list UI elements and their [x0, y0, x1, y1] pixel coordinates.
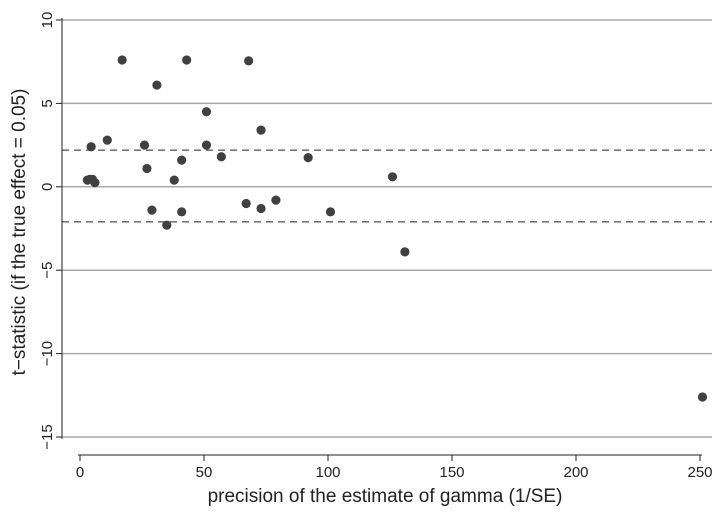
y-axis-title: t−statistic (if the true effect = 0.05) [9, 89, 30, 376]
data-point [147, 205, 157, 215]
data-point [117, 55, 127, 65]
data-point [201, 107, 212, 117]
data-point [303, 153, 313, 163]
data-point [182, 55, 192, 65]
x-tick-label: 200 [563, 464, 588, 481]
data-point [90, 178, 100, 188]
x-tick-label: 100 [315, 464, 340, 481]
data-point [201, 140, 212, 150]
axes [56, 18, 702, 461]
data-point [400, 247, 410, 257]
data-point [177, 155, 187, 165]
data-point [142, 163, 152, 174]
data-point [86, 142, 96, 152]
data-point [325, 207, 336, 217]
y-tick-label: 10 [39, 12, 56, 29]
data-point [152, 80, 162, 90]
x-axis-title: precision of the estimate of gamma (1/SE… [208, 486, 563, 507]
data-point [216, 152, 226, 162]
y-tick-label: 5 [39, 99, 56, 107]
y-tick-label: −5 [39, 262, 56, 279]
data-point [177, 207, 187, 217]
data-point [162, 220, 172, 230]
data-points [82, 55, 708, 402]
data-point [102, 135, 112, 145]
x-tick-label: 0 [76, 464, 84, 481]
x-tick-label: 150 [439, 464, 464, 481]
data-point [256, 125, 266, 135]
data-point [271, 195, 281, 205]
reference-lines [62, 149, 712, 223]
data-point [256, 203, 266, 214]
data-point [241, 198, 251, 209]
data-point [139, 140, 150, 150]
y-tick-label: 0 [39, 183, 56, 191]
data-point [387, 172, 398, 182]
y-tick-label: −10 [39, 341, 56, 366]
data-point [169, 175, 179, 185]
grid-layer [62, 19, 712, 438]
x-tick-label: 50 [196, 464, 213, 481]
x-tick-label: 250 [687, 464, 712, 481]
data-point [244, 56, 254, 66]
y-tick-label: −15 [39, 424, 56, 449]
data-point [697, 392, 708, 402]
